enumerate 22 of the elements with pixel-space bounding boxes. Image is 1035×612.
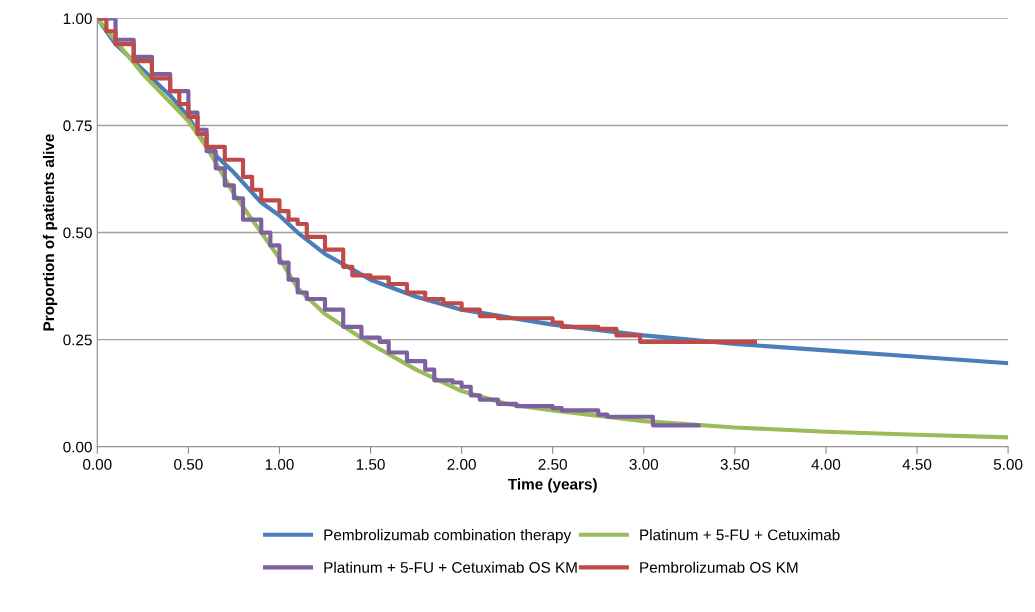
x-tick-label: 2.50 — [538, 458, 567, 470]
x-tick-label: 3.50 — [720, 458, 750, 470]
x-tick-label: 1.00 — [265, 458, 294, 470]
x-axis-title: Time (years) — [507, 478, 597, 493]
x-tick-label: 4.00 — [811, 458, 841, 470]
y-tick-label: 0.50 — [63, 227, 92, 239]
x-tick-label: 0.50 — [174, 458, 203, 470]
x-tick-label: 2.00 — [447, 458, 476, 470]
legend-label: Platinum + 5-FU + Cetuximab OS KM — [324, 561, 577, 573]
y-tick-label: 1.00 — [63, 13, 92, 25]
legend-label: Platinum + 5-FU + Cetuximab — [640, 529, 840, 541]
x-tick-label: 0.00 — [83, 458, 112, 470]
y-tick-label: 0.25 — [63, 334, 92, 346]
x-tick-label: 4.50 — [902, 458, 932, 470]
legend-label: Pembrolizumab OS KM — [640, 561, 798, 573]
legend-label: Pembrolizumab combination therapy — [324, 529, 572, 544]
x-tick-label: 1.50 — [356, 458, 385, 470]
x-tick-label: 5.00 — [993, 458, 1023, 470]
y-tick-label: 0.75 — [63, 120, 92, 132]
y-axis-title: Proportion of patients alive — [42, 134, 58, 331]
y-tick-label: 0.00 — [63, 441, 92, 453]
x-tick-label: 3.00 — [629, 458, 659, 470]
